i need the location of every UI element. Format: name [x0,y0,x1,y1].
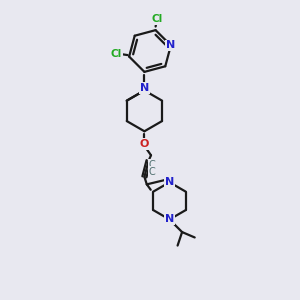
Text: C: C [148,167,155,177]
Text: O: O [140,139,149,149]
Text: C: C [148,160,155,170]
Text: Cl: Cl [152,14,163,24]
Text: Cl: Cl [111,49,122,58]
Text: N: N [166,40,176,50]
Text: N: N [165,177,174,187]
Text: N: N [165,214,174,224]
Text: N: N [140,83,149,93]
